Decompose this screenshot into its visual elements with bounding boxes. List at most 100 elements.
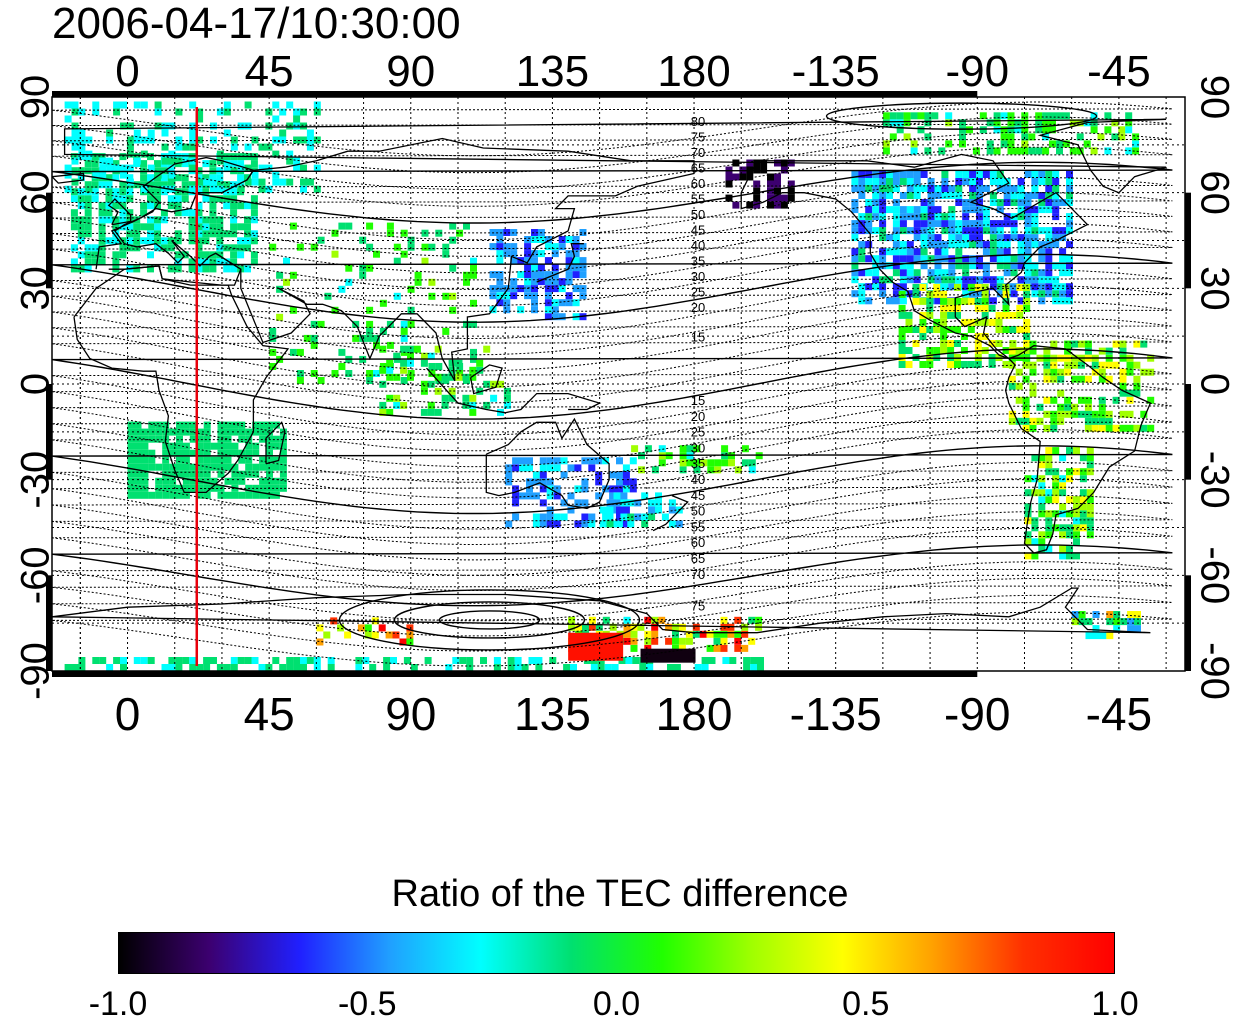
tec-cell	[1125, 119, 1133, 127]
tec-cell	[366, 320, 374, 328]
tec-cell	[493, 657, 501, 664]
tec-cell	[1043, 410, 1051, 418]
tec-cell	[727, 623, 735, 631]
tec-cell	[532, 520, 540, 528]
tec-cell	[948, 227, 956, 235]
magnetic-contour	[51, 348, 1173, 420]
tec-cell	[969, 192, 977, 199]
tec-cell	[250, 160, 258, 168]
tec-cell	[741, 630, 749, 638]
tec-cell	[1024, 227, 1032, 235]
tec-cell	[119, 251, 127, 259]
tec-cell	[393, 373, 401, 381]
tec-cell	[119, 209, 127, 217]
tec-cell	[1104, 112, 1112, 120]
tec-cell	[685, 637, 693, 645]
tec-cell	[1052, 297, 1060, 305]
tec-cell	[403, 657, 411, 664]
tec-cell	[91, 167, 99, 175]
tec-cell	[223, 181, 231, 189]
tec-cell	[1105, 410, 1113, 418]
tec-cell	[126, 223, 134, 231]
tec-cell	[734, 644, 742, 652]
tec-cell	[209, 265, 217, 273]
tec-cell	[969, 276, 977, 284]
lat-tick-label-right: -90	[1192, 642, 1236, 700]
tec-cell	[176, 484, 183, 492]
tec-cell	[962, 220, 970, 228]
tec-cell	[258, 164, 266, 172]
tec-cell	[986, 119, 994, 127]
tec-cell	[1086, 524, 1094, 532]
tec-cell	[622, 464, 630, 472]
tec-cell	[1098, 396, 1106, 404]
tec-cell	[196, 442, 204, 450]
tec-cell	[237, 657, 245, 664]
tec-cell	[463, 222, 470, 230]
tec-cell	[982, 241, 990, 249]
tec-cell	[503, 299, 511, 307]
tec-cell	[407, 352, 414, 360]
tec-cell	[127, 470, 135, 478]
tec-cell	[960, 333, 968, 340]
tec-cell	[725, 180, 733, 188]
tec-cell	[70, 167, 78, 175]
tec-cell	[699, 630, 707, 638]
tec-cell	[622, 506, 630, 514]
tec-cell	[147, 136, 155, 144]
tec-cell	[588, 616, 596, 624]
tec-cell	[352, 334, 360, 342]
tec-cell	[196, 435, 204, 443]
tec-cell	[996, 185, 1004, 192]
tec-cell	[567, 464, 575, 472]
tec-cell	[981, 311, 989, 319]
tec-cell	[1038, 510, 1046, 518]
tec-cell	[941, 185, 949, 192]
tec-cell	[119, 244, 127, 252]
tec-cell	[188, 265, 196, 273]
tec-cell	[250, 230, 258, 238]
tec-cell	[244, 202, 251, 210]
tec-cell	[202, 265, 210, 273]
tec-cell	[70, 223, 78, 231]
tec-cell	[1023, 340, 1031, 347]
tec-cell	[162, 470, 170, 478]
tec-cell	[496, 278, 504, 286]
tec-cell	[1016, 311, 1024, 319]
tec-cell	[988, 304, 996, 312]
tec-cell	[189, 122, 197, 130]
tec-cell	[1052, 234, 1060, 242]
tec-cell	[613, 492, 621, 500]
tec-cell	[1000, 126, 1008, 134]
tec-cell	[539, 520, 547, 528]
tec-cell	[1113, 625, 1121, 633]
tec-cell	[279, 484, 287, 492]
tec-cell	[231, 428, 239, 436]
tec-cell	[237, 185, 245, 193]
tec-cell	[514, 657, 522, 664]
tec-cell	[210, 657, 217, 664]
tec-cell	[720, 637, 728, 645]
tec-cell	[886, 206, 893, 214]
tec-cell	[175, 657, 183, 664]
tec-cell	[147, 251, 154, 259]
tec-cell	[976, 178, 983, 185]
tec-cell	[734, 466, 742, 474]
tec-cell	[927, 276, 935, 284]
tec-cell	[161, 664, 169, 671]
tec-cell	[634, 513, 642, 521]
tec-cell	[176, 435, 183, 443]
tec-cell	[188, 223, 196, 231]
tec-cell	[1090, 147, 1098, 155]
tec-cell	[496, 243, 504, 251]
tec-cell	[490, 394, 498, 402]
tec-cell	[169, 491, 177, 499]
tec-cell	[77, 174, 85, 182]
tec-cell	[537, 236, 545, 243]
tec-cell	[237, 237, 245, 245]
tec-cell	[174, 195, 182, 203]
tec-cell	[989, 220, 997, 228]
tec-cell	[941, 227, 949, 235]
tec-cell	[1038, 255, 1046, 263]
tec-cell	[1118, 133, 1126, 141]
